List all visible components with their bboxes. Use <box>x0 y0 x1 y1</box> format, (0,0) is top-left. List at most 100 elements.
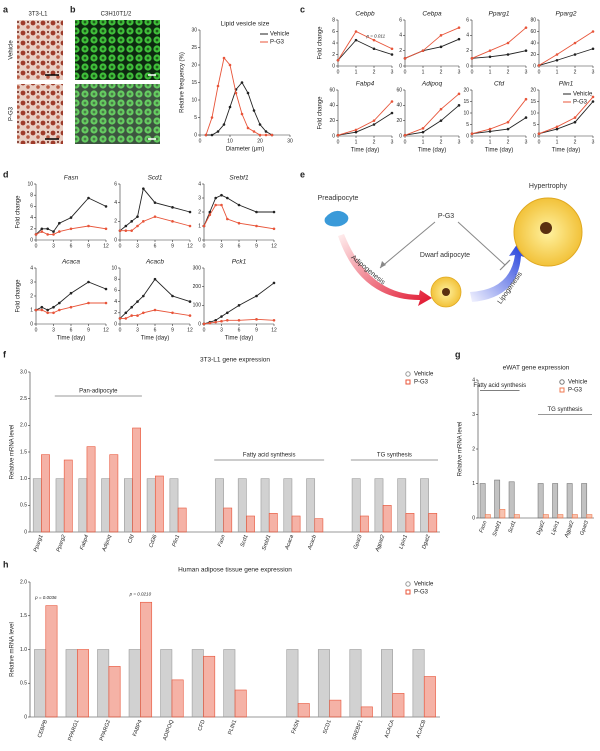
data-point <box>258 133 262 137</box>
y-tick-label: 0 <box>24 529 27 535</box>
x-tick-label: Gpat3 <box>353 533 364 550</box>
legend-label: P-G3 <box>568 388 583 394</box>
x-axis-label: Time (day) <box>141 336 169 342</box>
data-point <box>506 53 510 56</box>
y-tick-label: 2 <box>114 310 117 316</box>
data-point <box>573 120 577 124</box>
x-tick-label: 3 <box>52 327 55 333</box>
chart-title: Pparg2 <box>556 11 577 18</box>
bar <box>537 483 544 519</box>
y-tick-label: 25 <box>191 45 197 51</box>
chart-title: Acaca <box>61 259 80 266</box>
bar <box>479 483 486 519</box>
data-point <box>214 196 217 200</box>
data-point <box>104 301 108 305</box>
data-point <box>272 227 276 231</box>
y-tick-label: 2 <box>198 209 201 215</box>
panel-letter: b <box>70 4 76 14</box>
data-point <box>58 308 61 312</box>
x-axis-label: Time (day) <box>225 336 253 342</box>
bar <box>32 478 42 533</box>
data-point <box>421 127 425 130</box>
data-point <box>104 205 108 208</box>
bar <box>297 703 310 718</box>
chart-title: Scd1 <box>148 175 163 182</box>
x-tick-label: 3 <box>525 139 528 145</box>
x-tick-label: 0 <box>119 243 122 249</box>
data-point <box>52 305 55 309</box>
data-point <box>58 230 61 233</box>
y-tick-label: 20 <box>463 87 469 93</box>
y-tick-label: 0 <box>198 321 201 327</box>
x-tick-label: 3 <box>391 139 394 145</box>
data-point <box>188 224 192 228</box>
x-tick-label: Agpat2 <box>564 520 576 539</box>
y-tick-label: 3 <box>198 195 201 201</box>
y-tick-label: 5 <box>194 115 197 121</box>
data-point <box>439 34 443 37</box>
data-point <box>104 287 108 291</box>
x-tick-label: 20 <box>257 138 263 144</box>
bar <box>566 483 573 519</box>
x-tick-label: 10 <box>227 138 233 144</box>
data-point <box>457 92 461 96</box>
x-tick-label: 1 <box>422 69 425 75</box>
chart-title: Srebf1 <box>229 175 249 182</box>
data-point <box>255 224 258 228</box>
y-tick-label: 20 <box>530 52 536 58</box>
data-point <box>506 127 510 131</box>
y-tick-label: 4 <box>466 33 469 39</box>
data-point <box>208 210 212 214</box>
data-point <box>264 130 268 133</box>
bar <box>351 478 361 533</box>
x-tick-label: Plin1 <box>171 534 181 548</box>
series-line <box>538 101 594 135</box>
x-axis-label: Time (day) <box>418 148 446 154</box>
x-tick-label: 0 <box>337 139 340 145</box>
data-point <box>40 227 44 231</box>
x-tick-label: Agpat2 <box>374 534 386 553</box>
x-tick-label: FABP4 <box>132 719 143 737</box>
y-tick-label: 20 <box>191 62 197 68</box>
data-point <box>272 318 276 322</box>
series-line <box>404 104 460 136</box>
x-tick-label: 2 <box>373 69 376 75</box>
node-label: Preadipocyte <box>318 195 359 202</box>
y-tick-label: 5 <box>466 122 469 128</box>
data-point <box>208 321 212 325</box>
x-tick-label: Pparg1 <box>33 534 45 553</box>
bar <box>177 507 187 533</box>
series-line <box>120 216 191 232</box>
data-point <box>130 220 133 223</box>
x-tick-label: Dgat2 <box>536 520 547 536</box>
data-point <box>124 224 128 228</box>
data-point <box>591 95 595 99</box>
data-point <box>524 26 528 29</box>
data-point <box>555 127 559 131</box>
y-tick-label: 2 <box>332 52 335 58</box>
data-point <box>87 196 90 200</box>
legend-label: P-G3 <box>414 590 429 596</box>
bar <box>314 518 324 533</box>
data-point <box>220 193 223 197</box>
bar <box>63 459 73 533</box>
data-point <box>153 215 157 218</box>
data-point <box>208 213 212 217</box>
y-tick-label: 20 <box>329 118 335 124</box>
x-tick-label: ACACA <box>384 719 396 739</box>
bar <box>349 649 362 718</box>
y-axis-label: Relative mRNA level <box>458 422 464 477</box>
x-tick-label: 0 <box>471 69 474 75</box>
image-title: C3H10T1/2 <box>101 12 132 18</box>
series-line <box>203 194 274 227</box>
chart-title: Cebpa <box>422 11 442 18</box>
node-label: Dwarf adipocyte <box>420 252 470 259</box>
y-tick-label: 2.5 <box>20 396 27 402</box>
data-point <box>457 26 461 29</box>
data-point <box>40 230 44 233</box>
data-point <box>488 130 492 133</box>
x-tick-label: 6 <box>154 327 157 333</box>
series-line <box>404 27 460 59</box>
x-tick-label: 1 <box>355 69 358 75</box>
